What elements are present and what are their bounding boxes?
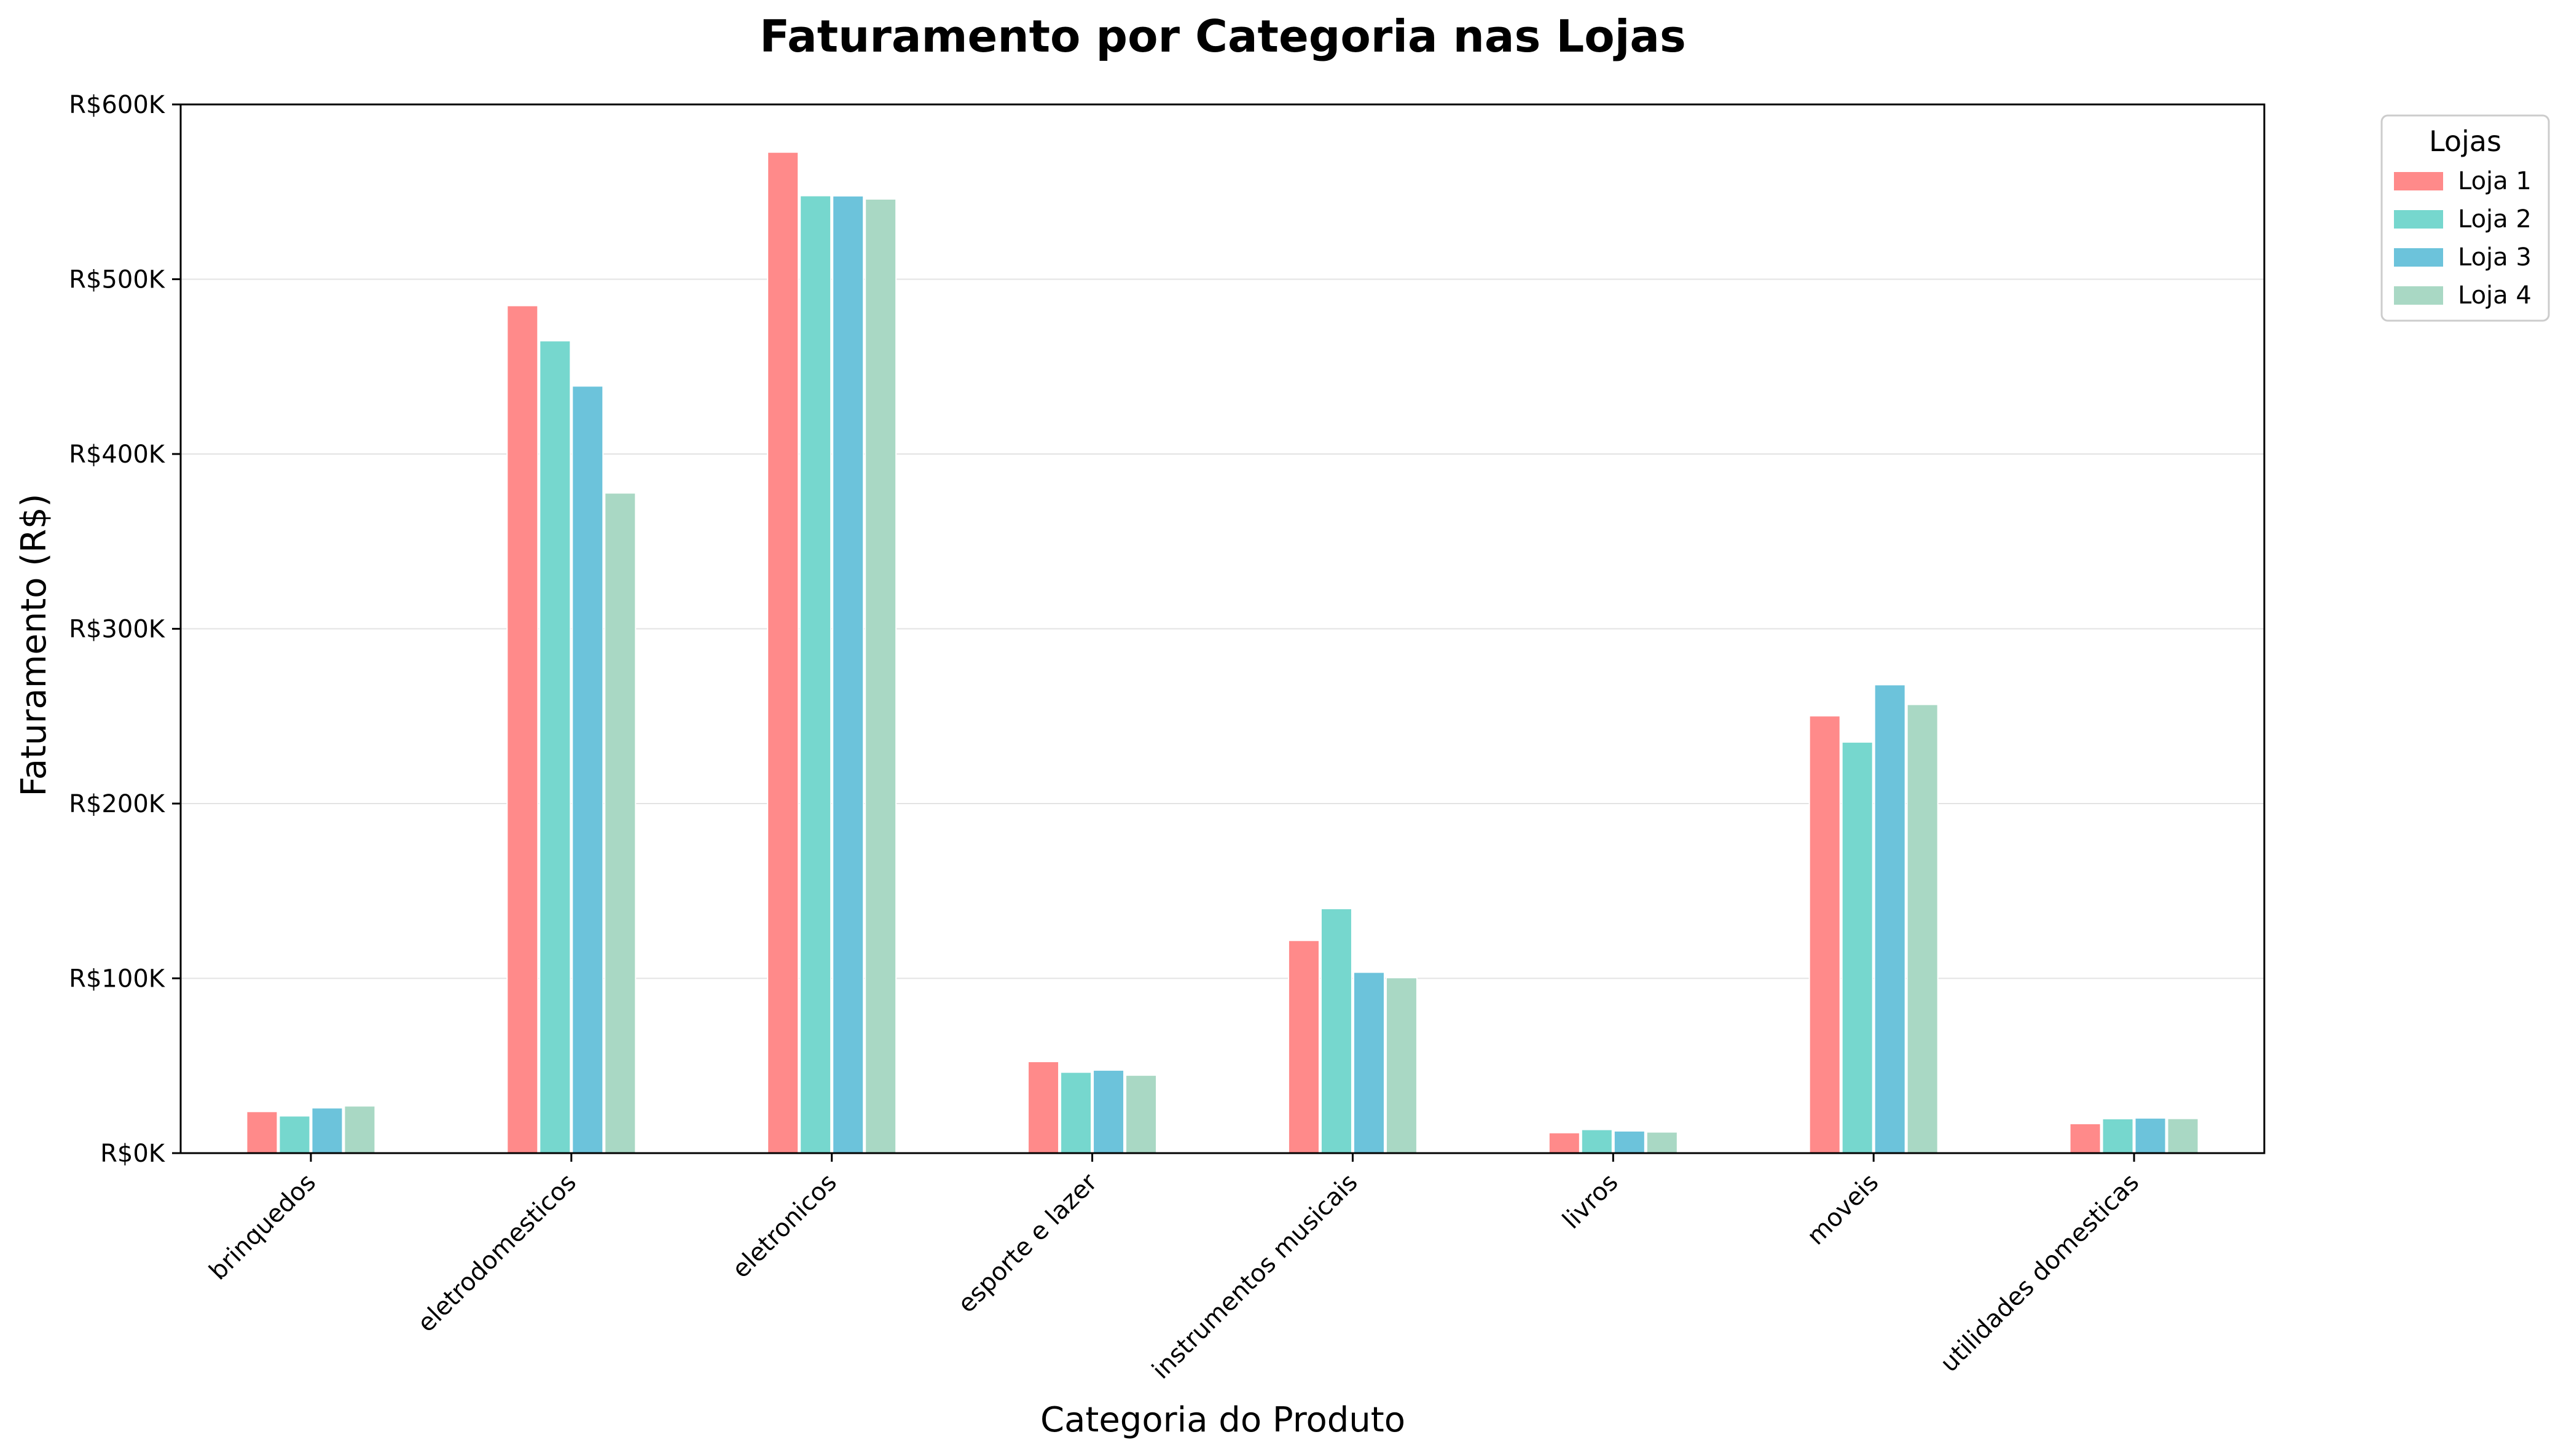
bar-loja-4-instrumentos-musicais	[1385, 977, 1418, 1154]
bar-loja-1-eletronicos	[767, 151, 799, 1154]
legend-label: Loja 2	[2458, 205, 2532, 233]
bar-loja-2-livros	[1580, 1129, 1613, 1154]
legend-swatch	[2394, 248, 2443, 267]
bar-loja-2-eletrodomesticos	[539, 340, 571, 1154]
bar-loja-3-instrumentos-musicais	[1352, 971, 1385, 1154]
legend-label: Loja 1	[2458, 167, 2532, 195]
legend-label: Loja 4	[2458, 281, 2532, 310]
y-tick-label: R$400K	[69, 440, 166, 469]
bar-loja-3-brinquedos	[311, 1107, 343, 1154]
y-tick-label: R$500K	[69, 266, 166, 294]
x-tick-label: eletronicos	[727, 1168, 842, 1284]
bar-loja-3-esporte-e-lazer	[1093, 1069, 1125, 1154]
y-tick-label: R$300K	[69, 616, 166, 644]
bar-loja-1-utilidades-domesticas	[2069, 1122, 2101, 1154]
x-tick-label: instrumentos musicais	[1147, 1168, 1363, 1385]
legend: Lojas Loja 1 Loja 2 Loja 3 Loja 4	[2380, 114, 2550, 322]
bar-loja-4-utilidades-domesticas	[2167, 1117, 2199, 1154]
legend-swatch	[2394, 286, 2443, 305]
bar-loja-4-esporte-e-lazer	[1125, 1074, 1158, 1154]
bar-loja-4-moveis	[1906, 703, 1939, 1154]
bars	[246, 151, 2199, 1154]
bar-loja-3-livros	[1613, 1130, 1646, 1154]
bar-loja-4-livros	[1646, 1131, 1678, 1154]
legend-swatch	[2394, 172, 2443, 190]
legend-label: Loja 3	[2458, 243, 2532, 272]
x-axis-label: Categoria do Produto	[1040, 1400, 1405, 1440]
bar-loja-2-brinquedos	[278, 1115, 311, 1154]
bar-loja-2-eletronicos	[799, 195, 832, 1154]
chart-title: Faturamento por Categoria nas Lojas	[759, 10, 1686, 62]
y-tick-label: R$200K	[69, 790, 166, 818]
bar-loja-2-moveis	[1841, 741, 1873, 1154]
bar-loja-4-brinquedos	[343, 1105, 376, 1154]
y-tick-label: R$0K	[100, 1140, 166, 1168]
x-tick-label: utilidades domesticas	[1935, 1168, 2144, 1378]
legend-swatch	[2394, 210, 2443, 229]
bar-loja-2-utilidades-domesticas	[2101, 1117, 2134, 1154]
bar-loja-1-instrumentos-musicais	[1287, 939, 1320, 1154]
bar-loja-1-moveis	[1808, 715, 1841, 1154]
bar-loja-2-esporte-e-lazer	[1060, 1071, 1093, 1154]
y-axis-label: Faturamento (R$)	[14, 494, 54, 797]
x-tick-label: esporte e lazer	[952, 1168, 1103, 1318]
x-tick-label: moveis	[1802, 1168, 1884, 1251]
y-tick-label: R$100K	[69, 965, 166, 993]
x-tick-label: livros	[1557, 1168, 1623, 1235]
y-axis: R$0K R$100K R$200K R$300K R$400K R$500K R$600K	[69, 91, 181, 1168]
bar-loja-1-esporte-e-lazer	[1027, 1060, 1060, 1154]
bar-loja-1-brinquedos	[246, 1111, 278, 1154]
legend-box	[2380, 114, 2550, 322]
bar-loja-4-eletrodomesticos	[604, 492, 637, 1154]
bar-loja-3-moveis	[1873, 684, 1906, 1154]
bar-loja-3-utilidades-domesticas	[2134, 1117, 2167, 1154]
x-axis: brinquedos eletrodomesticos eletronicos esp…	[204, 1153, 2144, 1385]
bar-loja-3-eletronicos	[832, 195, 865, 1154]
bar-loja-3-eletrodomesticos	[571, 385, 604, 1154]
legend-title: Lojas	[2429, 125, 2501, 158]
x-tick-label: brinquedos	[204, 1168, 321, 1286]
bar-loja-1-eletrodomesticos	[506, 305, 539, 1154]
gridlines	[181, 104, 2264, 1154]
x-tick-label: eletrodomesticos	[412, 1168, 582, 1338]
bar-loja-4-eletronicos	[865, 198, 897, 1154]
bar-loja-2-instrumentos-musicais	[1320, 907, 1352, 1154]
bar-loja-1-livros	[1548, 1132, 1580, 1154]
y-tick-label: R$600K	[69, 91, 166, 119]
